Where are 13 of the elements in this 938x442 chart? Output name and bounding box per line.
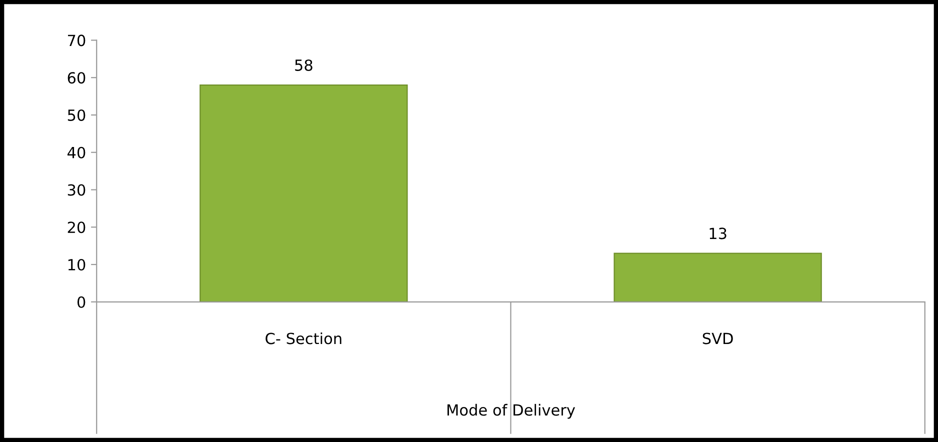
y-tick-label: 0 — [77, 296, 86, 308]
x-tick-label: C- Section — [266, 332, 342, 344]
y-tick-label: 60 — [68, 72, 86, 84]
data-label: 58 — [295, 59, 312, 72]
x-axis-title: Mode of Delivery — [447, 404, 576, 419]
y-tick-label: 40 — [68, 146, 86, 158]
x-tick-label: SVD — [702, 332, 733, 344]
y-tick-label: 30 — [68, 184, 86, 196]
y-tick-label: 70 — [68, 34, 86, 46]
y-tick-label: 50 — [68, 109, 86, 122]
y-tick-label: 10 — [68, 258, 86, 271]
y-tick-label: 20 — [68, 222, 86, 234]
data-label: 13 — [710, 228, 726, 240]
